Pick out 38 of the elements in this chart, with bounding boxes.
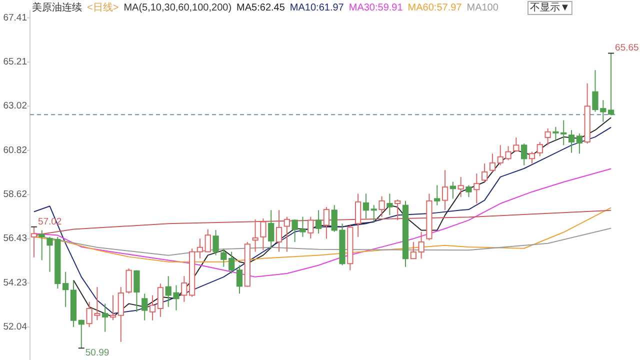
y-tick-label: 60.82 bbox=[3, 144, 27, 156]
annotation: 不显示▼ bbox=[530, 2, 570, 14]
annotation: MA(5,10,30,60,100,200) bbox=[124, 2, 232, 14]
candlestick bbox=[458, 176, 464, 198]
y-tick-label: 63.02 bbox=[3, 100, 27, 112]
candlestick bbox=[362, 193, 370, 220]
candlestick bbox=[276, 210, 282, 252]
candlestick bbox=[426, 193, 432, 241]
y-tick-label: 67.41 bbox=[3, 12, 27, 24]
text: MA5:62.45 bbox=[236, 2, 286, 14]
candlestick bbox=[386, 193, 393, 216]
candlestick bbox=[568, 130, 575, 154]
candlestick bbox=[268, 210, 274, 250]
candlestick bbox=[315, 210, 322, 234]
candlestick bbox=[355, 193, 362, 238]
candlestick bbox=[252, 218, 258, 252]
text: MA10:61.97 bbox=[290, 2, 344, 14]
y-tick-label: 58.62 bbox=[3, 189, 27, 200]
y-tick-label: 52.04 bbox=[3, 322, 27, 333]
y-tick-label: 54.23 bbox=[3, 277, 27, 288]
chart-subtitle: <日线> bbox=[87, 2, 119, 14]
text: MA60:57.97 bbox=[408, 2, 462, 14]
candlestick bbox=[442, 170, 448, 211]
y-tick-label: 56.43 bbox=[3, 233, 27, 244]
candlestick bbox=[188, 248, 196, 298]
annotation: 50.99 bbox=[85, 348, 110, 359]
text: 65.65 bbox=[615, 42, 639, 54]
candlestick bbox=[474, 173, 480, 204]
candlestick bbox=[181, 276, 188, 302]
y-tick-label: 65.21 bbox=[3, 56, 27, 68]
candlestick bbox=[149, 294, 156, 321]
chart-title: 美原油连续 bbox=[32, 2, 82, 14]
candlestick bbox=[142, 293, 148, 321]
text: MA100 bbox=[466, 2, 499, 14]
candlestick bbox=[102, 303, 108, 332]
text: MA30:59.91 bbox=[348, 2, 404, 14]
candlestick bbox=[62, 271, 69, 308]
candlestick bbox=[118, 286, 124, 342]
